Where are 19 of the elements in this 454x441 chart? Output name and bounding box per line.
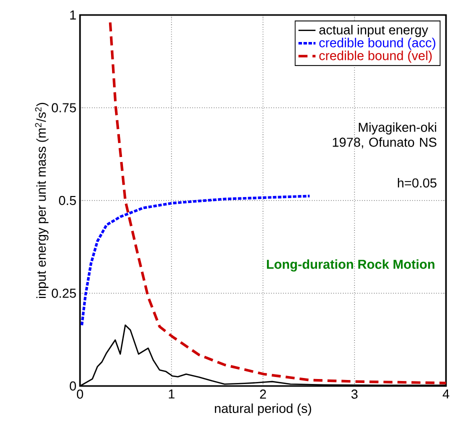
y-tick-label: 0.25 [52, 288, 76, 298]
annotation: Long-duration Rock Motion [266, 259, 434, 272]
x-axis-title: natural period (s) [214, 404, 312, 416]
legend-label: credible bound (vel) [319, 50, 432, 63]
y-tick-label: 1 [70, 10, 76, 20]
line-series [108, 21, 446, 384]
x-tick-label: 4 [442, 390, 450, 398]
x-tick-label: 1 [168, 390, 174, 398]
x-tick-label: 3 [351, 390, 358, 399]
annotation: Miyagiken-oki 1978, Ofunato NS [332, 122, 436, 148]
y-tick-label: 0.75 [52, 103, 76, 112]
y-axis-title: input energy per unit mass (m$^{2}$/s$^{2}$) [35, 102, 48, 298]
annotation: h=0.05 [398, 178, 436, 188]
x-tick-label: 2 [260, 390, 266, 399]
y-tick-label: 0.5 [58, 196, 76, 206]
x-tick-label: 0 [76, 390, 84, 399]
legend-label: credible bound (acc) [319, 38, 436, 50]
y-tick-label: 0 [70, 381, 76, 391]
legend-label: actual input energy [319, 24, 428, 38]
